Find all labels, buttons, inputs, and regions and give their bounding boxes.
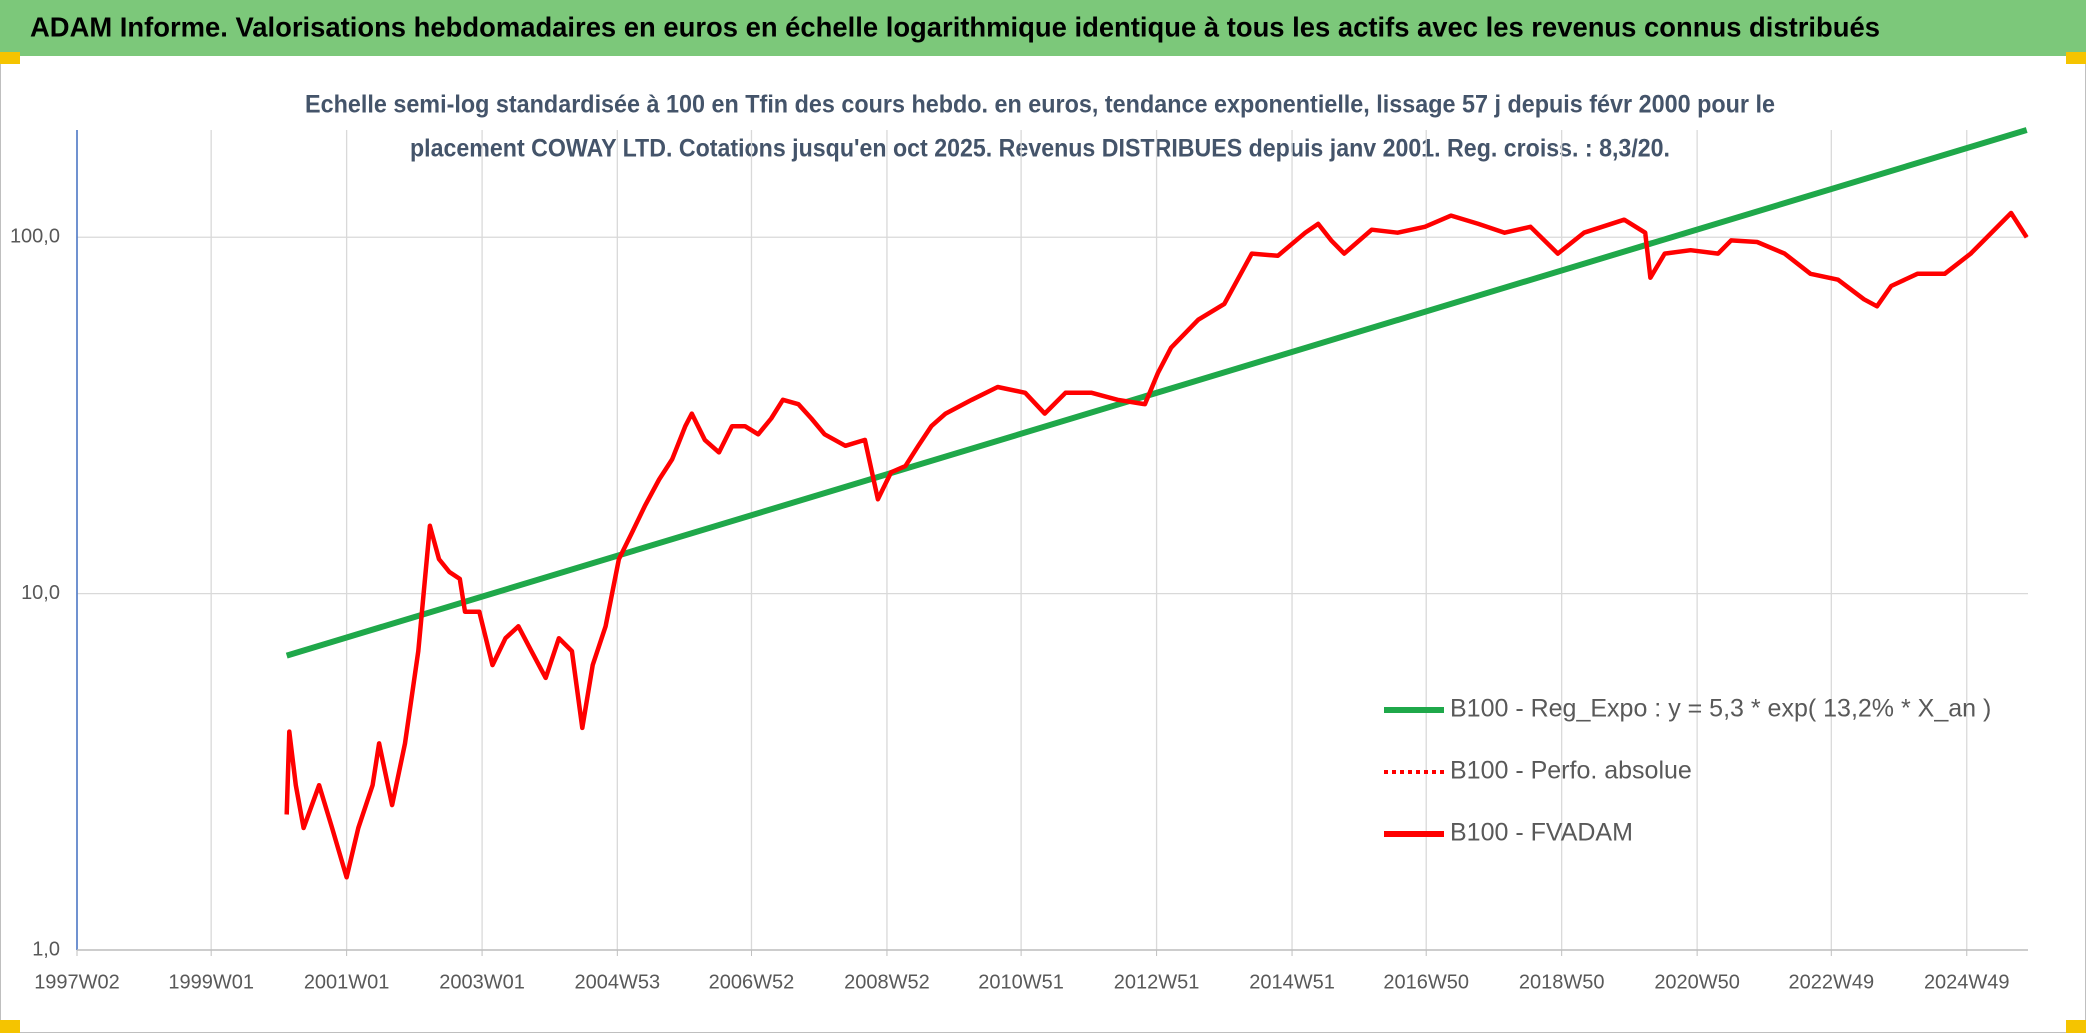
legend-label: B100 - Reg_Expo : y = 5,3 * exp( 13,2% *… [1450, 695, 1991, 723]
legend-label: B100 - FVADAM [1450, 819, 1633, 847]
x-tick-label: 2024W49 [1924, 971, 2010, 993]
chart-subtitle: Echelle semi-log standardisée à 100 en T… [305, 91, 1775, 119]
corner-mark [2066, 52, 2086, 64]
grid: 1,0 10,0 100,0 1997W02 1999W01 2001W01 2003W01… [10, 130, 2028, 993]
y-tick-label: 100,0 [10, 226, 60, 248]
header-bar [0, 0, 2086, 56]
y-tick-label: 10,0 [21, 582, 60, 604]
series-line [284, 210, 2029, 880]
corner-mark [0, 52, 20, 64]
x-tick-label: 2012W51 [1114, 971, 1200, 993]
x-tick-label: 2003W01 [439, 971, 525, 993]
x-tick-label: 1999W01 [168, 971, 254, 993]
x-tick-label: 2010W51 [978, 971, 1064, 993]
chart-title: ADAM Informe. Valorisations hebdomadaire… [30, 11, 1880, 42]
x-tick-label: 2014W51 [1249, 971, 1335, 993]
x-tick-label: 2004W53 [575, 971, 661, 993]
x-tick-label: 2001W01 [304, 971, 390, 993]
x-tick-label: 2018W50 [1519, 971, 1605, 993]
x-tick-label: 2022W49 [1788, 971, 1874, 993]
y-tick-label: 1,0 [32, 938, 60, 960]
plot [284, 127, 2029, 880]
corner-mark [2066, 1020, 2086, 1033]
chart-subtitle: placement COWAY LTD. Cotations jusqu'en … [410, 135, 1670, 163]
x-tick-label: 1997W02 [34, 971, 120, 993]
x-tick-label: 2020W50 [1654, 971, 1740, 993]
legend-label: B100 - Perfo. absolue [1450, 757, 1692, 785]
series-line [285, 127, 2028, 659]
x-tick-label: 2006W52 [709, 971, 795, 993]
corner-mark [0, 1020, 20, 1033]
legend: B100 - Reg_Expo : y = 5,3 * exp( 13,2% *… [1384, 695, 1991, 847]
x-tick-label: 2008W52 [844, 971, 930, 993]
x-tick-label: 2016W50 [1383, 971, 1469, 993]
